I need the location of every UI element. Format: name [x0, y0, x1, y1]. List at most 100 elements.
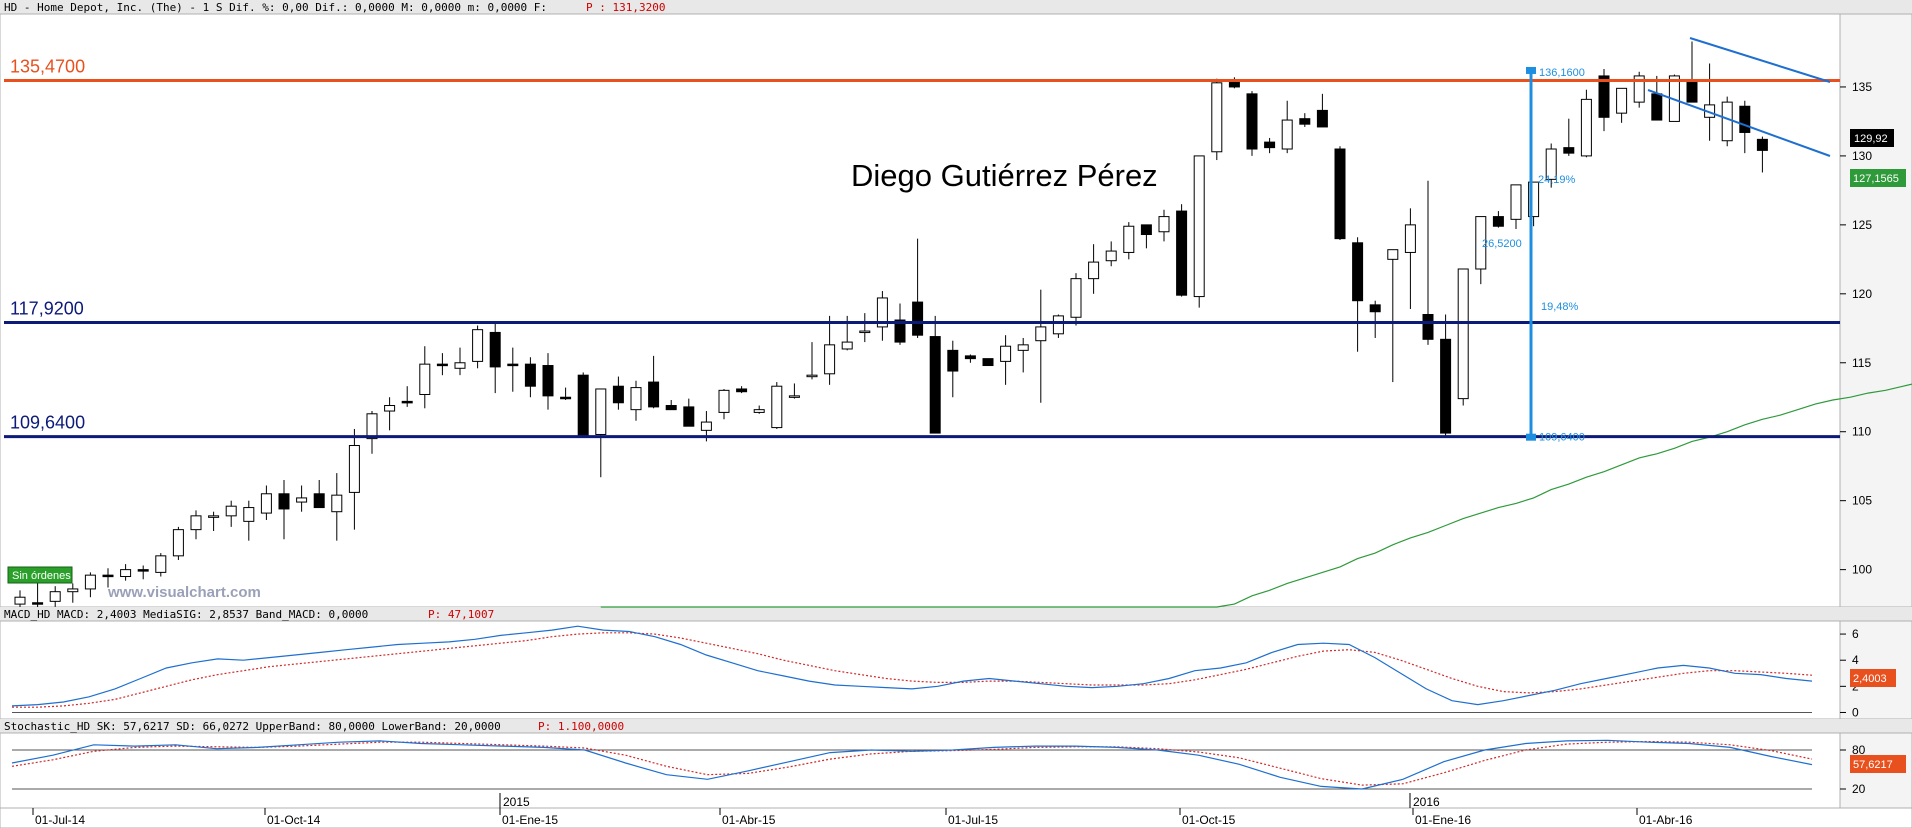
candle-body — [982, 358, 994, 367]
candle-body — [1616, 87, 1628, 114]
candle-body — [49, 591, 61, 602]
author-watermark: Diego Gutiérrez Pérez — [851, 158, 1158, 193]
price-tick-label: 125 — [1852, 218, 1872, 232]
candle-body — [401, 400, 413, 404]
candle-body — [1017, 344, 1029, 351]
candle-body — [190, 515, 202, 531]
last-price-tag — [1850, 129, 1894, 147]
candlestick-series — [14, 41, 1768, 607]
main-header-label: HD - Home Depot, Inc. (The) - 1 S Dif. %… — [4, 1, 547, 14]
candle-body — [1598, 75, 1610, 118]
candle-body — [1651, 93, 1663, 121]
candle-body — [542, 365, 554, 397]
candle-body — [824, 344, 836, 375]
candle-body — [1035, 326, 1047, 342]
stoch-tag — [1850, 755, 1906, 773]
candle-body — [1316, 109, 1328, 128]
candle-body — [1475, 216, 1487, 270]
candle-body — [1739, 105, 1751, 133]
candle-body — [366, 413, 378, 440]
candle-body — [507, 363, 519, 367]
macd-tick-label: 4 — [1852, 653, 1859, 667]
candle-body — [243, 507, 255, 522]
projection-pct-down: 19,48% — [1541, 301, 1579, 313]
candle-body — [947, 349, 959, 372]
macd-tick-label: 6 — [1852, 627, 1859, 641]
time-axis: 01-Jul-14 01-Oct-14 01-Ene-15 01-Abr-15 01-J… — [32, 793, 1693, 827]
candle-body — [1158, 216, 1170, 233]
stoch-d-line — [11, 740, 1813, 786]
candle-body — [1404, 224, 1416, 253]
site-watermark: www.visualchart.com — [107, 584, 261, 601]
macd-signal-line — [12, 632, 1813, 708]
candle-body — [454, 362, 466, 369]
stoch-header-value: P: 1.100,0000 — [538, 720, 624, 733]
candle-body — [313, 493, 325, 509]
ma-price-tag-label: 127,1565 — [1853, 173, 1899, 185]
candle-body — [1422, 314, 1434, 340]
macd-tick-label: 0 — [1852, 705, 1859, 719]
descending-channel — [1647, 37, 1831, 157]
time-tick-label: 01-Oct-15 — [1182, 813, 1236, 827]
candle-body — [225, 505, 237, 517]
candle-body — [665, 405, 677, 411]
level-label: 109,6400 — [10, 413, 85, 433]
candle-body — [683, 406, 695, 427]
candle-body — [1492, 216, 1504, 227]
candle-body — [489, 331, 501, 368]
candle-body — [1580, 98, 1592, 157]
candle-body — [1756, 138, 1768, 151]
projection-cap-top — [1526, 66, 1536, 74]
candle-body — [472, 329, 484, 362]
stoch-tick-label: 80 — [1852, 743, 1866, 757]
orders-badge[interactable] — [7, 566, 73, 584]
macd-tag-label: 2,4003 — [1853, 673, 1887, 685]
candle-body — [753, 409, 765, 413]
last-price-tag-label: 129,92 — [1854, 133, 1888, 145]
candle-body — [612, 385, 624, 404]
candle-body — [84, 574, 96, 590]
candle-body — [296, 497, 308, 503]
candle-body — [524, 363, 536, 387]
candle-body — [208, 515, 220, 518]
candle-body — [1000, 345, 1012, 362]
orders-badge-label: Sin órdenes — [12, 570, 71, 582]
candle-body — [718, 389, 730, 413]
stoch-tick-label: 20 — [1852, 782, 1866, 796]
stoch-k-line — [11, 739, 1813, 790]
macd-header-label: MACD_HD MACD: 2,4003 MediaSIG: 2,8537 Ba… — [4, 608, 368, 621]
candle-body — [1545, 148, 1557, 180]
candle-body — [1633, 75, 1645, 103]
candle-body — [595, 388, 607, 435]
year-tick-label: 2016 — [1413, 795, 1440, 809]
candle-body — [1299, 118, 1311, 125]
price-tick-label: 100 — [1852, 563, 1872, 577]
price-tick-label: 105 — [1852, 494, 1872, 508]
time-tick-label: 01-Abr-16 — [1639, 813, 1693, 827]
ma-path — [600, 383, 1912, 608]
candle-body — [1510, 184, 1522, 220]
main-header-value: P : 131,3200 — [586, 1, 665, 14]
candle-body — [1088, 261, 1100, 280]
candle-body — [771, 385, 783, 429]
moving-average-line — [600, 383, 1912, 608]
price-tick-label: 135 — [1852, 80, 1872, 94]
price-axis: 100 105 110 115 120 125 130 135 — [1840, 80, 1872, 577]
projection-top-label: 136,1600 — [1539, 67, 1585, 79]
candle-body — [1211, 82, 1223, 153]
level-label: 135,4700 — [10, 56, 85, 76]
time-tick-label: 01-Abr-15 — [722, 813, 776, 827]
candle-body — [1528, 181, 1540, 218]
macd-tag — [1850, 669, 1896, 687]
candle-body — [1123, 225, 1135, 253]
candle-body — [172, 529, 184, 557]
candle-body — [964, 355, 976, 360]
candle-body — [1686, 80, 1698, 103]
candle-body — [1070, 278, 1082, 318]
candle-body — [700, 421, 712, 431]
candle-body — [1563, 147, 1575, 154]
candle-body — [331, 494, 343, 513]
candle-body — [788, 395, 800, 398]
stoch-tag-label: 57,6217 — [1853, 759, 1893, 771]
candle-body — [120, 569, 132, 578]
